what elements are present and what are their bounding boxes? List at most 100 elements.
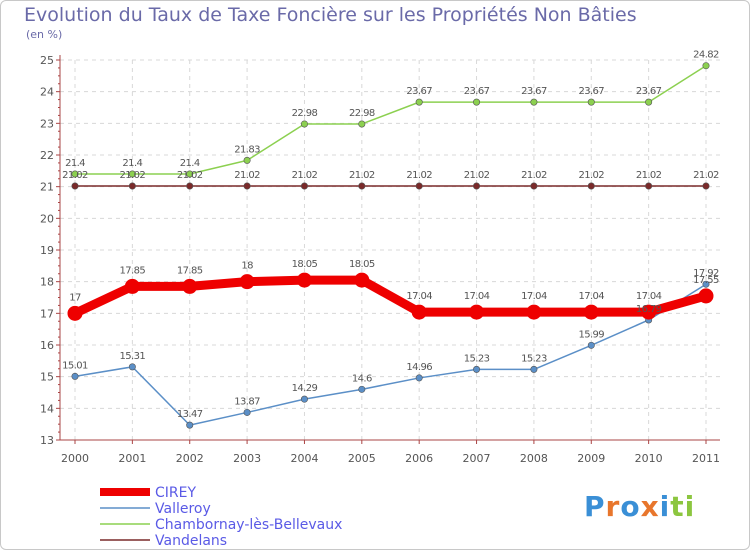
data-label: 21.02 <box>693 170 719 181</box>
data-label: 21.02 <box>464 170 490 181</box>
x-tick-label: 2011 <box>692 452 720 465</box>
data-label: 23.67 <box>636 86 662 97</box>
data-label: 14.96 <box>406 362 432 373</box>
data-label: 23.67 <box>521 86 547 97</box>
data-point <box>415 182 423 190</box>
series-line-0 <box>73 275 708 318</box>
x-tick-label: 2009 <box>577 452 605 465</box>
data-label: 24.82 <box>693 50 719 61</box>
logo-letter: o <box>620 490 641 523</box>
data-label: 15.99 <box>578 329 604 340</box>
y-tick-label: 14 <box>40 402 54 415</box>
y-tick-label: 15 <box>40 371 54 384</box>
data-label: 13.47 <box>177 409 203 420</box>
data-point <box>128 170 136 178</box>
x-tick-label: 2008 <box>520 452 548 465</box>
data-label: 17.04 <box>406 291 432 302</box>
data-point <box>587 341 595 349</box>
x-tick-label: 2010 <box>635 452 663 465</box>
data-label: 15.31 <box>120 351 146 362</box>
y-tick-label: 18 <box>40 276 54 289</box>
data-label: 17.04 <box>464 291 490 302</box>
data-label: 14.6 <box>352 373 372 384</box>
logo-letter: P <box>584 490 606 523</box>
series-group <box>67 62 714 429</box>
data-label: 23.67 <box>578 86 604 97</box>
data-label: 15.23 <box>521 353 547 364</box>
legend: CIREYValleroyChambornay-lès-BellevauxVan… <box>100 485 342 549</box>
data-point <box>473 365 481 373</box>
data-point <box>587 98 595 106</box>
data-point <box>415 98 423 106</box>
data-point <box>645 182 653 190</box>
data-point <box>239 274 255 290</box>
data-point <box>128 363 136 371</box>
data-point <box>358 120 366 128</box>
data-point <box>296 272 312 288</box>
data-label: 21.4 <box>65 158 85 169</box>
data-point <box>645 98 653 106</box>
data-point <box>702 62 710 70</box>
data-point <box>358 182 366 190</box>
data-point <box>415 374 423 382</box>
series-line-1 <box>74 283 707 426</box>
data-point <box>469 304 485 320</box>
data-label: 18.05 <box>292 259 318 270</box>
data-point <box>473 98 481 106</box>
data-point <box>702 280 710 288</box>
data-label: 17.04 <box>636 291 662 302</box>
data-label: 21.02 <box>578 170 604 181</box>
data-point <box>354 272 370 288</box>
y-unit-label: (en %) <box>26 28 63 41</box>
data-label: 21.02 <box>406 170 432 181</box>
data-point <box>71 372 79 380</box>
legend-label: Vandelans <box>155 533 227 549</box>
data-point <box>71 182 79 190</box>
proxiti-logo: Proxiti <box>584 490 695 523</box>
data-point <box>67 305 83 321</box>
y-tick-label: 17 <box>40 307 54 320</box>
x-tick-label: 2007 <box>463 452 491 465</box>
data-point <box>358 385 366 393</box>
y-tick-label: 20 <box>40 212 54 225</box>
data-point <box>473 182 481 190</box>
data-point <box>300 120 308 128</box>
data-point <box>698 288 714 304</box>
y-tick-label: 22 <box>40 149 54 162</box>
logo-letter: x <box>640 490 660 523</box>
data-point <box>300 182 308 190</box>
x-tick-label: 2000 <box>61 452 89 465</box>
data-label: 17.04 <box>521 291 547 302</box>
x-tick-label: 2004 <box>290 452 318 465</box>
y-tick-label: 24 <box>40 86 54 99</box>
chart-title: Evolution du Taux de Taxe Foncière sur l… <box>24 4 637 26</box>
legend-label: Valleroy <box>155 501 211 517</box>
data-label: 17.04 <box>578 291 604 302</box>
x-tick-label: 2002 <box>176 452 204 465</box>
data-label: 18 <box>241 261 253 272</box>
data-label: 16.79 <box>636 304 662 315</box>
data-point <box>587 182 595 190</box>
data-label: 21.02 <box>292 170 318 181</box>
data-label: 15.23 <box>464 353 490 364</box>
x-tick-label: 2001 <box>118 452 146 465</box>
series-line-2 <box>75 65 707 175</box>
y-tick-label: 19 <box>40 244 54 257</box>
data-label: 21.02 <box>349 170 375 181</box>
data-point <box>186 182 194 190</box>
y-tick-label: 23 <box>40 117 54 130</box>
logo-letter: r <box>605 490 621 523</box>
data-label: 21.02 <box>120 170 146 181</box>
data-label: 17.85 <box>177 265 203 276</box>
data-label: 17.85 <box>120 265 146 276</box>
data-point <box>243 408 251 416</box>
data-label: 14.29 <box>292 383 318 394</box>
data-label: 15.01 <box>62 360 88 371</box>
legend-label: CIREY <box>155 485 196 501</box>
data-label: 21.02 <box>521 170 547 181</box>
data-label: 23.67 <box>406 86 432 97</box>
data-label: 13.87 <box>234 396 260 407</box>
y-tick-label: 16 <box>40 339 54 352</box>
data-labels: 17 17.85 17.85 18 18.05 18.05 17.04 17.04 17.04 1… <box>62 50 719 420</box>
